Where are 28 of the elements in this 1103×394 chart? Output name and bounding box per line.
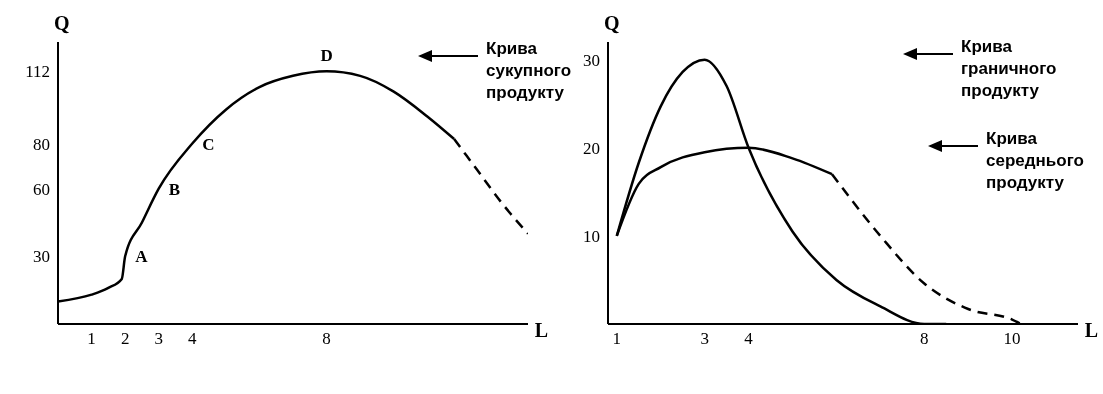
x-tick-label: 8 xyxy=(322,329,331,349)
annotation: C xyxy=(202,134,215,154)
x-tick-label: 1 xyxy=(87,329,96,349)
x-tick-label: 1 xyxy=(612,329,622,349)
annotation: D xyxy=(320,46,333,66)
y-tick-label: 30 xyxy=(583,50,600,70)
x-tick-label: 4 xyxy=(744,329,754,349)
y-tick-label: 80 xyxy=(33,134,50,154)
y-tick-label: 10 xyxy=(583,226,600,246)
x-tick-label: 3 xyxy=(700,329,709,349)
x-tick-label: 10 xyxy=(1003,329,1021,349)
legend-label: Крива сукупного продукту xyxy=(486,39,572,102)
y-tick-label: 60 xyxy=(33,179,50,199)
x-tick-label: 8 xyxy=(920,329,929,349)
legend-label: Крива граничного продукту xyxy=(961,36,1058,102)
x-tick-label: 4 xyxy=(188,329,198,349)
y-axis-title: Q xyxy=(54,12,70,35)
x-axis-title: L xyxy=(534,319,548,342)
y-tick-label: 112 xyxy=(25,62,50,82)
y-axis-title: Q xyxy=(604,12,620,35)
y-tick-label: 30 xyxy=(33,247,50,267)
x-tick-label: 3 xyxy=(154,329,163,349)
x-tick-label: 2 xyxy=(120,329,130,349)
annotation: B xyxy=(168,179,181,199)
legend-label: Крива середнього продукту xyxy=(986,128,1085,194)
annotation: A xyxy=(135,247,149,267)
y-tick-label: 20 xyxy=(583,138,600,158)
x-axis-title: L xyxy=(1084,319,1098,342)
